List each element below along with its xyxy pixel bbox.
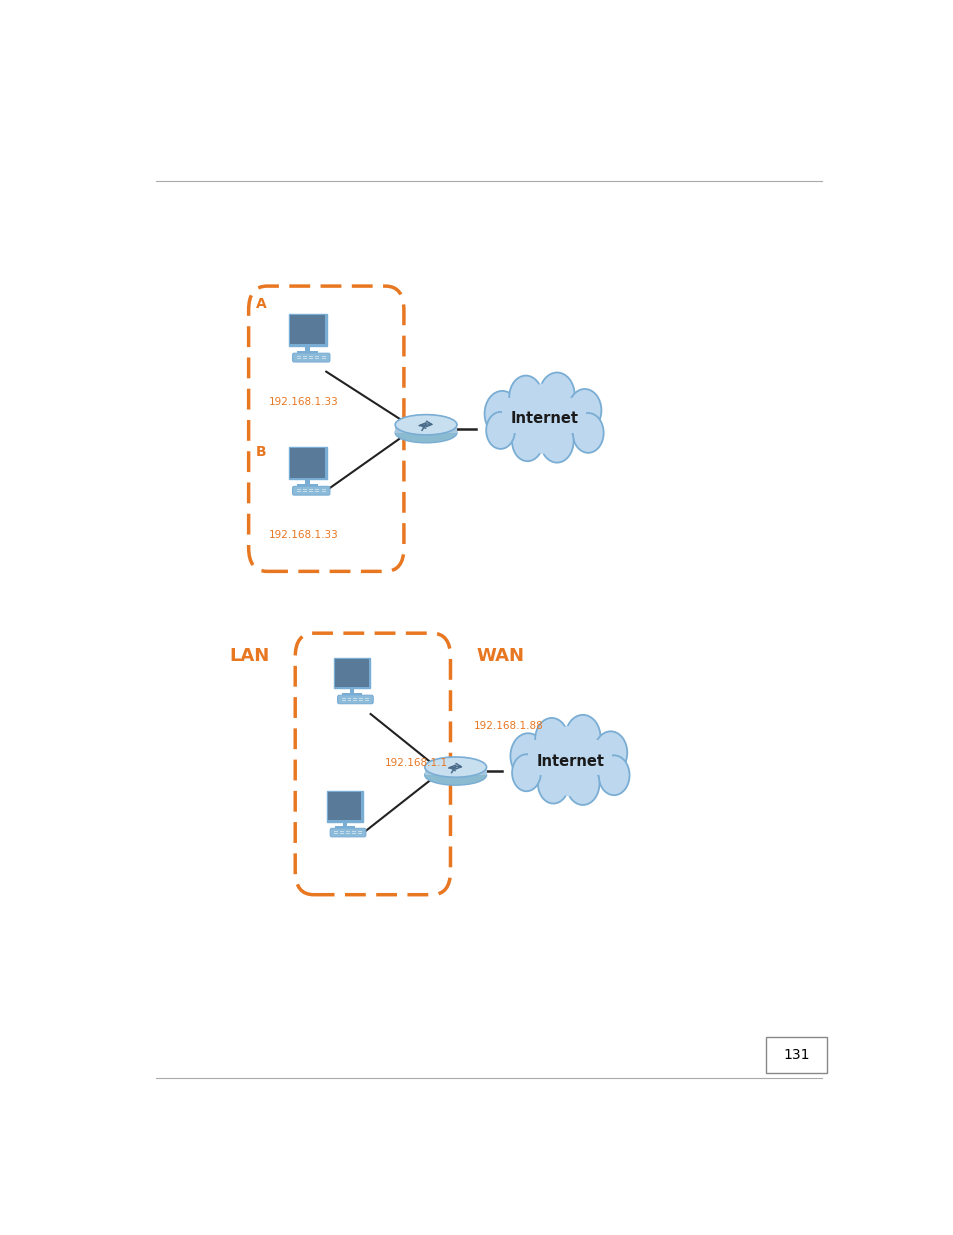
Ellipse shape	[395, 415, 456, 435]
Circle shape	[538, 373, 574, 417]
Ellipse shape	[424, 764, 486, 785]
Ellipse shape	[395, 422, 456, 443]
Bar	[297, 351, 318, 353]
Bar	[290, 315, 325, 345]
Circle shape	[510, 734, 545, 779]
FancyBboxPatch shape	[293, 353, 330, 362]
Circle shape	[594, 731, 627, 774]
Bar	[305, 346, 310, 352]
Text: 192.168.1.33: 192.168.1.33	[269, 531, 338, 541]
Circle shape	[566, 762, 598, 805]
FancyBboxPatch shape	[293, 487, 330, 495]
Circle shape	[564, 715, 600, 761]
Polygon shape	[424, 767, 486, 776]
Bar	[297, 484, 318, 487]
FancyBboxPatch shape	[289, 314, 327, 346]
Bar	[342, 693, 362, 695]
Circle shape	[542, 726, 597, 797]
Circle shape	[598, 756, 629, 795]
Circle shape	[512, 421, 542, 461]
FancyBboxPatch shape	[330, 829, 366, 837]
FancyBboxPatch shape	[334, 658, 370, 688]
FancyBboxPatch shape	[326, 790, 362, 821]
Bar	[335, 659, 369, 687]
Text: 131: 131	[782, 1049, 809, 1062]
Text: 192.168.1.1: 192.168.1.1	[385, 758, 448, 768]
Circle shape	[572, 412, 603, 453]
Circle shape	[539, 420, 573, 463]
Text: Internet: Internet	[536, 753, 603, 768]
FancyBboxPatch shape	[289, 447, 327, 479]
Text: A: A	[255, 298, 267, 311]
Text: WAN: WAN	[476, 647, 524, 666]
Bar	[335, 826, 355, 829]
Bar	[528, 740, 612, 776]
Bar	[350, 688, 354, 694]
Bar	[328, 793, 361, 820]
Circle shape	[535, 718, 568, 761]
Circle shape	[568, 389, 600, 432]
FancyBboxPatch shape	[337, 695, 373, 704]
Text: Internet: Internet	[510, 411, 578, 426]
Text: LAN: LAN	[229, 647, 269, 666]
Bar	[290, 448, 325, 478]
FancyBboxPatch shape	[765, 1037, 826, 1073]
Polygon shape	[395, 425, 456, 432]
Text: 192.168.1.33: 192.168.1.33	[269, 398, 338, 408]
Text: 192.168.1.88: 192.168.1.88	[474, 721, 543, 731]
Bar	[305, 478, 310, 485]
Circle shape	[509, 375, 542, 419]
Circle shape	[486, 412, 515, 448]
Circle shape	[512, 755, 540, 792]
Bar	[501, 398, 586, 433]
Circle shape	[517, 384, 571, 453]
Circle shape	[484, 391, 519, 436]
Ellipse shape	[424, 757, 486, 777]
Text: B: B	[255, 445, 267, 458]
Bar	[342, 821, 347, 827]
Circle shape	[537, 763, 568, 804]
